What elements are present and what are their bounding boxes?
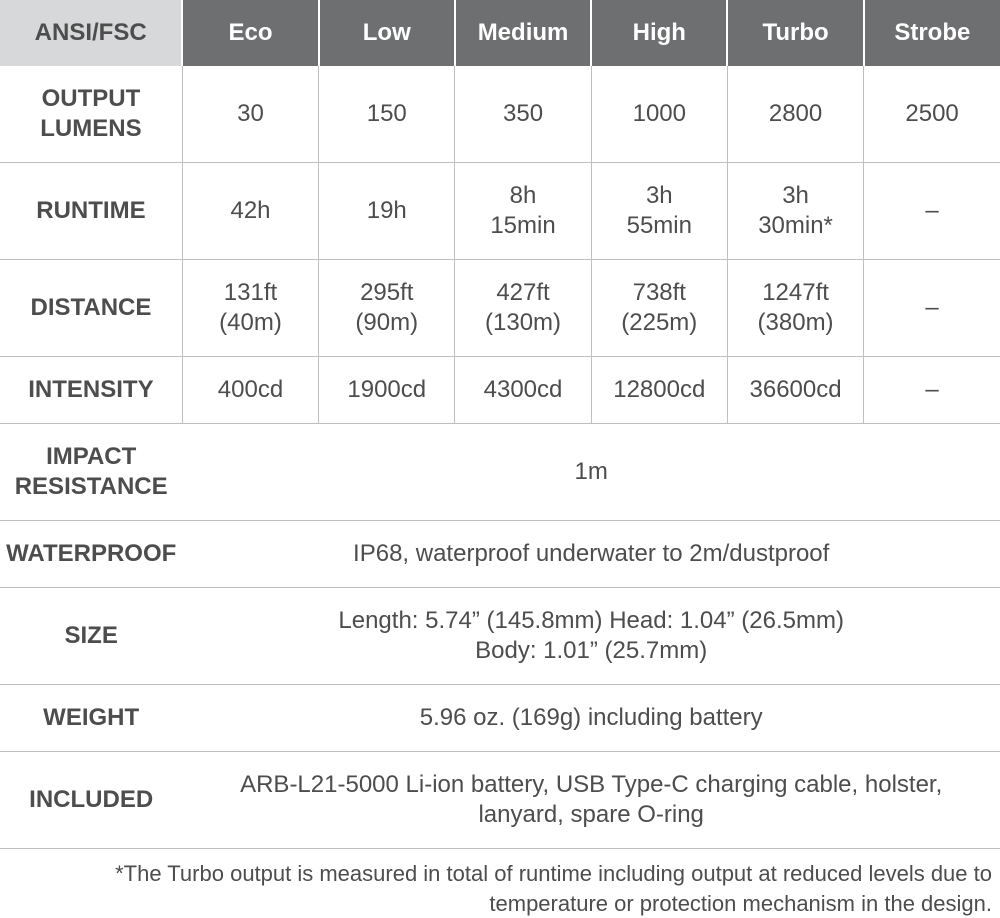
row-weight: WEIGHT 5.96 oz. (169g) including battery	[0, 685, 1000, 752]
cell-output-high: 1000	[591, 66, 727, 163]
header-corner: ANSI/FSC	[0, 0, 182, 66]
cell-output-medium: 350	[455, 66, 591, 163]
cell-impact: 1m	[182, 424, 1000, 521]
header-mode-high: High	[591, 0, 727, 66]
cell-distance-strobe: –	[864, 260, 1000, 357]
cell-output-eco: 30	[182, 66, 318, 163]
footnote: *The Turbo output is measured in total o…	[0, 849, 1000, 918]
row-waterproof: WATERPROOF IP68, waterproof underwater t…	[0, 521, 1000, 588]
row-label-size: SIZE	[0, 588, 182, 685]
header-mode-strobe: Strobe	[864, 0, 1000, 66]
cell-distance-high: 738ft (225m)	[591, 260, 727, 357]
header-mode-eco: Eco	[182, 0, 318, 66]
cell-output-low: 150	[319, 66, 455, 163]
row-label-waterproof: WATERPROOF	[0, 521, 182, 588]
cell-runtime-strobe: –	[864, 163, 1000, 260]
row-distance: DISTANCE 131ft (40m) 295ft (90m) 427ft (…	[0, 260, 1000, 357]
cell-intensity-low: 1900cd	[319, 357, 455, 424]
row-label-impact: IMPACT RESISTANCE	[0, 424, 182, 521]
row-label-distance: DISTANCE	[0, 260, 182, 357]
cell-weight: 5.96 oz. (169g) including battery	[182, 685, 1000, 752]
header-mode-turbo: Turbo	[727, 0, 863, 66]
header-mode-low: Low	[319, 0, 455, 66]
row-impact: IMPACT RESISTANCE 1m	[0, 424, 1000, 521]
cell-included: ARB-L21-5000 Li-ion battery, USB Type-C …	[182, 752, 1000, 849]
cell-intensity-medium: 4300cd	[455, 357, 591, 424]
cell-intensity-strobe: –	[864, 357, 1000, 424]
header-row: ANSI/FSC Eco Low Medium High Turbo Strob…	[0, 0, 1000, 66]
row-intensity: INTENSITY 400cd 1900cd 4300cd 12800cd 36…	[0, 357, 1000, 424]
row-label-runtime: RUNTIME	[0, 163, 182, 260]
row-label-intensity: INTENSITY	[0, 357, 182, 424]
row-label-output: OUTPUT LUMENS	[0, 66, 182, 163]
row-size: SIZE Length: 5.74” (145.8mm) Head: 1.04”…	[0, 588, 1000, 685]
cell-intensity-turbo: 36600cd	[727, 357, 863, 424]
cell-intensity-high: 12800cd	[591, 357, 727, 424]
cell-distance-low: 295ft (90m)	[319, 260, 455, 357]
row-label-included: INCLUDED	[0, 752, 182, 849]
cell-intensity-eco: 400cd	[182, 357, 318, 424]
cell-output-turbo: 2800	[727, 66, 863, 163]
cell-waterproof: IP68, waterproof underwater to 2m/dustpr…	[182, 521, 1000, 588]
row-label-weight: WEIGHT	[0, 685, 182, 752]
cell-runtime-low: 19h	[319, 163, 455, 260]
header-mode-medium: Medium	[455, 0, 591, 66]
cell-runtime-eco: 42h	[182, 163, 318, 260]
row-output: OUTPUT LUMENS 30 150 350 1000 2800 2500	[0, 66, 1000, 163]
row-included: INCLUDED ARB-L21-5000 Li-ion battery, US…	[0, 752, 1000, 849]
cell-runtime-high: 3h 55min	[591, 163, 727, 260]
cell-distance-turbo: 1247ft (380m)	[727, 260, 863, 357]
cell-distance-eco: 131ft (40m)	[182, 260, 318, 357]
cell-runtime-medium: 8h 15min	[455, 163, 591, 260]
spec-table: ANSI/FSC Eco Low Medium High Turbo Strob…	[0, 0, 1000, 849]
cell-size: Length: 5.74” (145.8mm) Head: 1.04” (26.…	[182, 588, 1000, 685]
cell-output-strobe: 2500	[864, 66, 1000, 163]
cell-runtime-turbo: 3h 30min*	[727, 163, 863, 260]
row-runtime: RUNTIME 42h 19h 8h 15min 3h 55min 3h 30m…	[0, 163, 1000, 260]
cell-distance-medium: 427ft (130m)	[455, 260, 591, 357]
